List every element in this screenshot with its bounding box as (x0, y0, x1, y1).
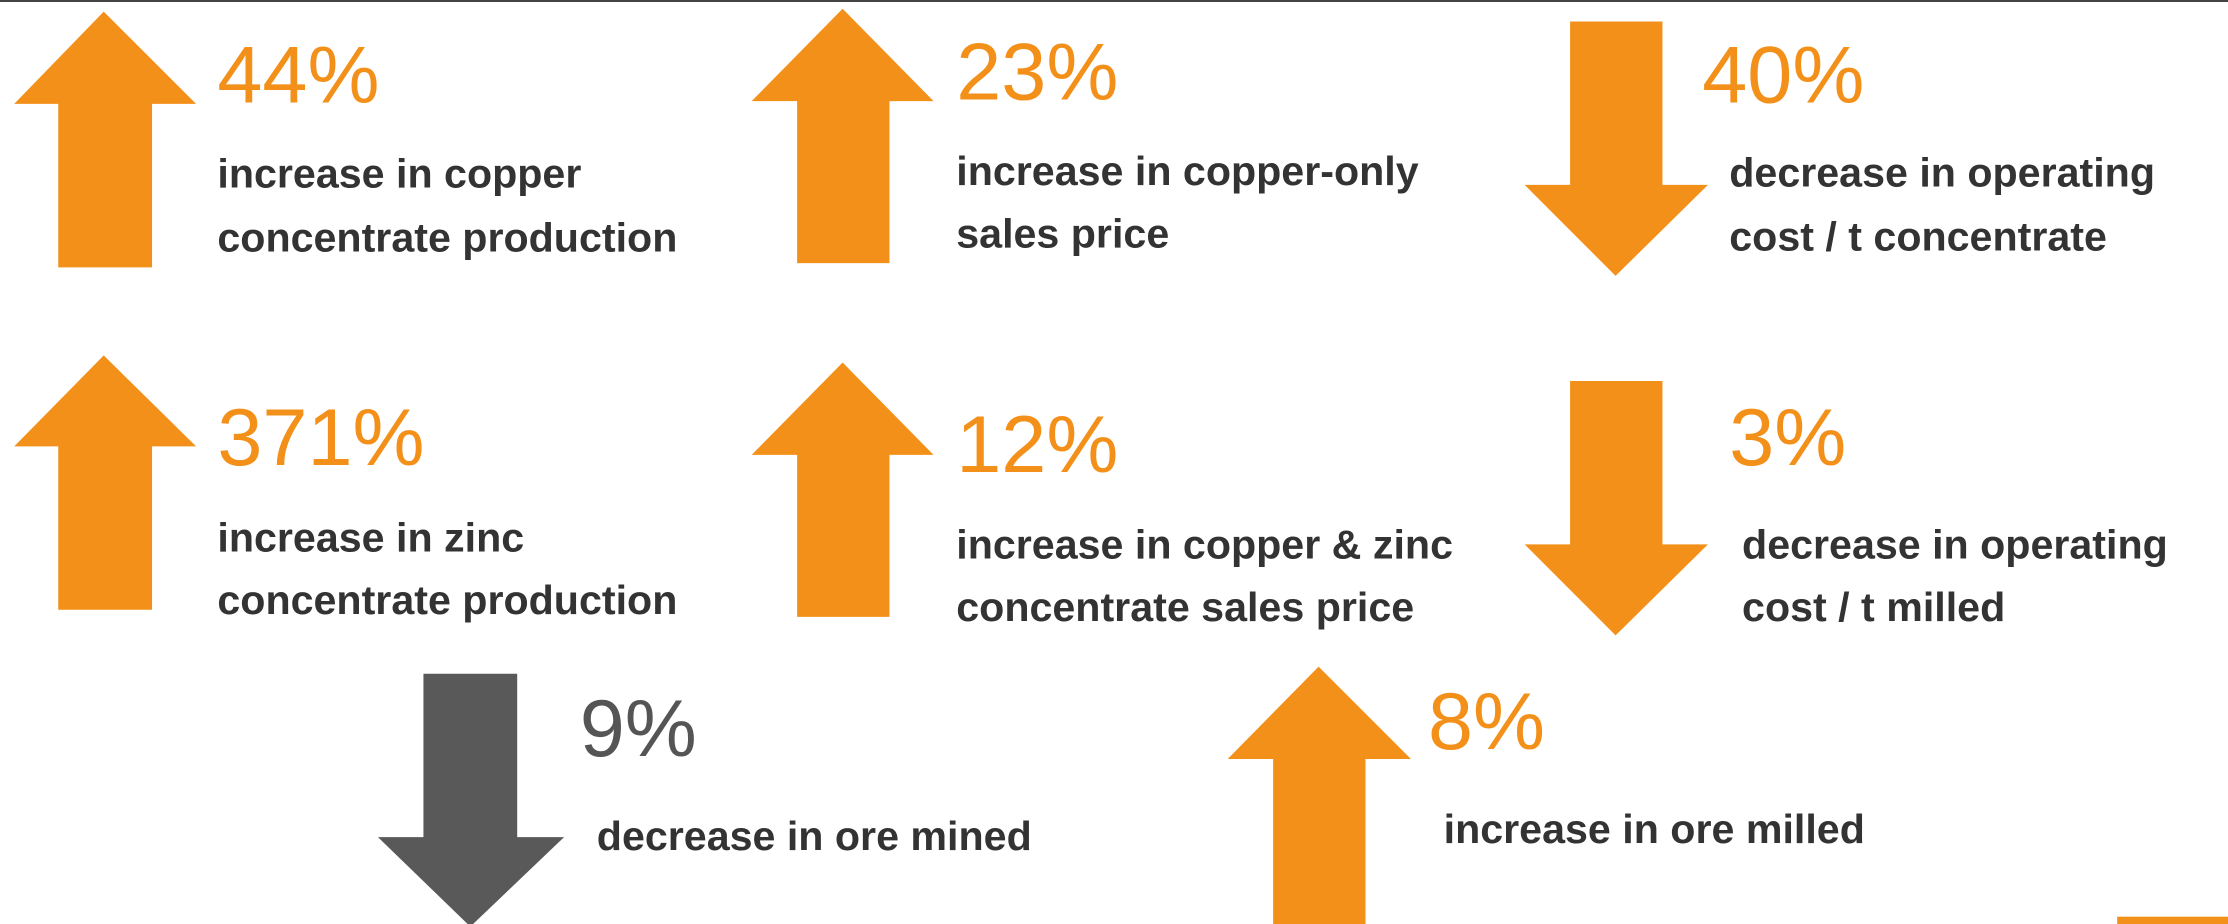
up-arrow (751, 8, 934, 264)
down-arrow (1524, 381, 1708, 636)
down-arrow (1524, 21, 1708, 276)
description: increase in ore milled (1444, 806, 1865, 852)
up-arrow (14, 11, 197, 268)
percent: 23% (956, 28, 1118, 118)
description: increase in zinc (217, 515, 524, 561)
percent: 8% (1428, 677, 1545, 767)
description: decrease in operating (1742, 522, 2168, 568)
percent: 9% (580, 684, 697, 774)
percent: 12% (956, 400, 1118, 490)
description: decrease in operating (1729, 149, 2155, 195)
percent: 40% (1702, 31, 1864, 121)
description: cost / t milled (1742, 584, 2005, 630)
percent: 44% (217, 31, 379, 121)
up-arrow (751, 362, 934, 617)
percent: 3% (1729, 393, 1846, 483)
description: concentrate sales price (956, 584, 1414, 630)
corner-block (2117, 916, 2228, 924)
description: increase in copper (217, 151, 581, 197)
description: concentrate production (217, 577, 677, 623)
percent: 371% (217, 393, 424, 483)
description: sales price (956, 210, 1169, 256)
description: cost / t concentrate (1729, 213, 2107, 259)
up-arrow (1227, 666, 1411, 924)
description: increase in copper-only (956, 148, 1418, 194)
description: increase in copper & zinc (956, 522, 1453, 568)
down-arrow (377, 673, 565, 924)
up-arrow (14, 355, 197, 610)
description: concentrate production (217, 215, 677, 261)
description: decrease in ore mined (597, 813, 1032, 859)
